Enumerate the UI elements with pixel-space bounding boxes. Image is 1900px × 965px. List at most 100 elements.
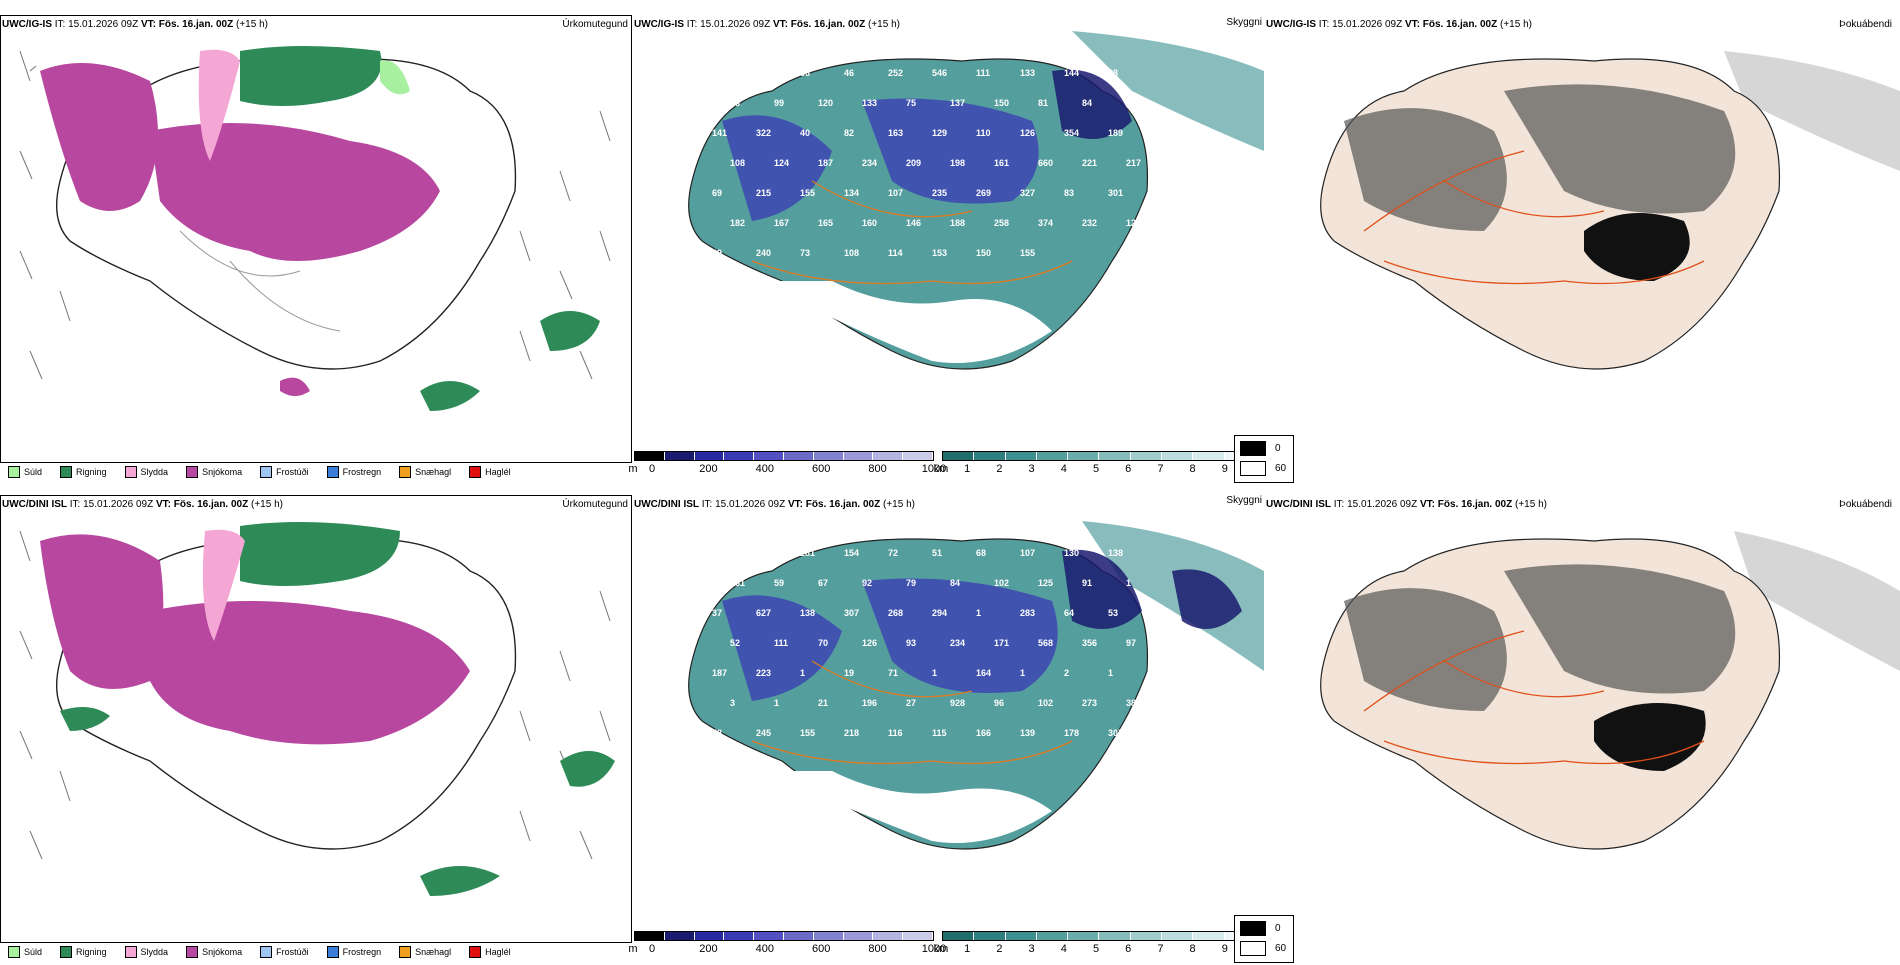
colorbar-cell [754, 452, 784, 460]
visibility-value-label: 1 [1108, 668, 1113, 678]
colorbar-cell [1193, 452, 1225, 460]
colorbar-tick: 600 [812, 463, 831, 475]
visibility-value-label: 568 [1038, 638, 1053, 648]
visibility-value-label: 232 [1082, 218, 1097, 228]
visibility-value-label: 138 [1108, 548, 1123, 558]
ceiling-colorbar: m 0 200 400 600 800 1000 [628, 451, 946, 485]
colorbar-cell [664, 452, 695, 460]
visibility-value-label: 161 [730, 578, 745, 588]
visibility-value-label: 273 [1082, 698, 1097, 708]
legend-item: Frostregn [326, 466, 382, 478]
visibility-value-label: 108 [730, 158, 745, 168]
visibility-value-label: 110 [976, 128, 991, 138]
visibility-colorbar: km12345678910 [934, 451, 1263, 485]
rain-area [60, 707, 110, 731]
fog-legend-label: 60 [1275, 463, 1287, 474]
visibility-value-label: 40 [800, 128, 810, 138]
visibility-value-label: 307 [844, 608, 859, 618]
colorbar-tick: 600 [812, 943, 831, 955]
initial-time: 15.01.2026 09Z [68, 19, 139, 30]
visibility-value-label: 281 [800, 548, 815, 558]
visibility-value-label: 70 [818, 638, 828, 648]
visibility-value-label: 546 [932, 68, 947, 78]
legend-label: Haglél [485, 467, 511, 477]
colorbar-tick: 400 [755, 463, 774, 475]
colorbar-cell [1036, 932, 1069, 940]
visibility-unit: km [933, 463, 949, 475]
legend-item: Súld [8, 946, 42, 958]
legend-item: Slydda [124, 466, 168, 478]
visibility-value-label: 223 [756, 668, 771, 678]
visibility-value-label: 928 [950, 698, 965, 708]
colorbar-tick: 2 [996, 463, 1003, 475]
colorbar-cell [813, 452, 844, 460]
visibility-panel: UWC/DINI ISL IT: 15.01.2026 09Z VT: Fös.… [628, 495, 1264, 965]
colorbar-tick: 0 [648, 463, 656, 475]
visibility-value-label: 37 [712, 608, 722, 618]
row-ig-is: UWC/IG-IS IT: 15.01.2026 09Z VT: Fös. 16… [0, 15, 1900, 485]
legend-label: Frostúði [276, 467, 309, 477]
snow-area [150, 601, 470, 745]
legend-label: Frostregn [342, 467, 382, 477]
legend-swatch [469, 466, 482, 478]
visibility-value-label: 73 [800, 248, 810, 258]
visibility-value-label: 72 [888, 548, 898, 558]
model-name: UWC/DINI ISL [1266, 499, 1331, 510]
valid-time: Fös. 16.jan. 00Z [805, 499, 881, 510]
fog-legend: 0 60 [1234, 915, 1294, 963]
legend-swatch [8, 466, 20, 478]
visibility-value-label: 189 [1108, 128, 1123, 138]
colorbar-cell [1068, 452, 1100, 460]
legend-label: Slydda [140, 947, 169, 957]
visibility-value-label: 153 [932, 248, 947, 258]
visibility-value-label: 52 [730, 638, 740, 648]
visibility-value-label: 137 [950, 98, 965, 108]
rain-area [540, 311, 600, 351]
colorbar-cell [943, 932, 975, 940]
visibility-colorbar: km12345678910 [934, 931, 1263, 965]
colorbar-tick: 200 [699, 943, 718, 955]
visibility-value-label: 78 [712, 728, 722, 738]
visibility-unit: km [933, 943, 949, 955]
rain-area [420, 866, 500, 896]
visibility-value-label: 107 [1020, 548, 1035, 558]
parameter-title: Þokuábendi [1839, 499, 1892, 510]
colorbar-cell [783, 932, 814, 940]
colorbar-tick: 4 [1060, 943, 1067, 955]
visibility-value-label: 154 [844, 548, 859, 558]
legend-item: Snjókoma [186, 466, 242, 478]
vt-label: VT: [1404, 19, 1420, 30]
visibility-value-label: 88 [1108, 68, 1118, 78]
rain-area [240, 522, 400, 586]
fog-swatch-dense [1240, 441, 1266, 456]
visibility-value-label: 36 [800, 68, 810, 78]
panel-header: UWC/DINI ISL IT: 15.01.2026 09Z VT: Fös.… [1266, 499, 1547, 510]
visibility-value-label: 209 [906, 158, 921, 168]
legend-swatch [399, 466, 412, 478]
colorbar-cell [1130, 932, 1163, 940]
visibility-value-label: 374 [1038, 218, 1053, 228]
precip-type-panel: UWC/IG-IS IT: 15.01.2026 09Z VT: Fös. 16… [0, 15, 632, 485]
vt-label: VT: [772, 19, 788, 30]
legend-item: Rigning [60, 466, 107, 478]
model-name: UWC/IG-IS [2, 19, 52, 30]
visibility-value-label: 127 [1126, 218, 1141, 228]
lead-time: (+15 h) [236, 19, 268, 30]
visibility-value-label: 221 [1082, 158, 1097, 168]
vt-label: VT: [1419, 499, 1435, 510]
colorbar-cell [873, 932, 904, 940]
vt-label: VT: [140, 19, 156, 30]
fog-map [1320, 51, 1900, 370]
visibility-value-label: 176 [756, 548, 771, 558]
colorbar-cell [1005, 932, 1037, 940]
colorbar-tick: 6 [1125, 943, 1132, 955]
row-dini-isl: UWC/DINI ISL IT: 15.01.2026 09Z VT: Fös.… [0, 495, 1900, 965]
colorbar-tick: 9 [1221, 463, 1228, 475]
rain-area [240, 46, 382, 106]
visibility-value-label: 144 [1064, 68, 1079, 78]
visibility-value-label: 89 [712, 248, 722, 258]
visibility-value-label: 99 [774, 98, 784, 108]
legend-swatch [260, 466, 273, 478]
visibility-value-label: 165 [818, 218, 833, 228]
colorbar-cell [843, 452, 874, 460]
